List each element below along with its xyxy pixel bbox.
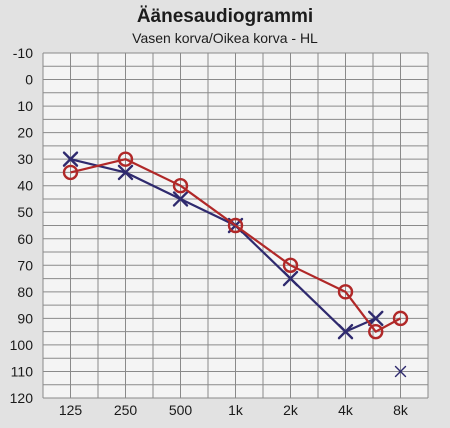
data-point-o-marker [337,284,354,300]
x-tick-label: 8k [393,402,409,418]
data-point-o-marker [117,151,134,167]
chart-subtitle: Vasen korva/Oikea korva - HL [132,30,318,46]
data-point-o-marker [282,257,299,274]
data-point-x-marker [337,323,354,340]
x-tick-label: 500 [169,402,193,418]
y-tick-label: 120 [10,390,34,406]
x-tick-label: 1k [228,402,244,418]
data-point-o-marker [172,177,189,194]
y-tick-label: -10 [13,45,33,61]
y-tick-label: 10 [17,98,33,114]
data-point-x-marker [62,151,79,167]
series-line-o [70,158,402,333]
chart-title: Äänesaudiogrammi [136,6,314,27]
x-tick-label: 125 [59,402,83,418]
x-tick-label: 250 [114,402,138,418]
data-point-x-marker [172,191,189,207]
data-point-x-marker [394,365,407,378]
data-point-x-marker [117,164,134,181]
data-point-o-marker [368,323,384,340]
y-tick-label: 50 [17,204,33,220]
y-tick-label: 60 [17,231,33,247]
x-tick-label: 2k [283,402,299,418]
data-point-x-marker [368,310,384,327]
y-tick-label: 70 [17,257,33,273]
data-point-o-marker [392,310,409,327]
data-point-x-marker [282,270,299,287]
y-tick-label: 0 [25,72,33,88]
y-tick-label: 20 [17,125,33,141]
data-point-o-marker [62,164,79,181]
y-tick-label: 100 [10,337,34,353]
data-point-o-marker [227,217,244,234]
y-tick-label: 40 [17,178,33,194]
y-tick-label: 30 [17,151,33,167]
y-tick-label: 80 [17,284,33,300]
y-tick-label: 90 [17,310,33,326]
y-tick-label: 110 [11,363,34,379]
x-tick-label: 4k [338,402,354,418]
